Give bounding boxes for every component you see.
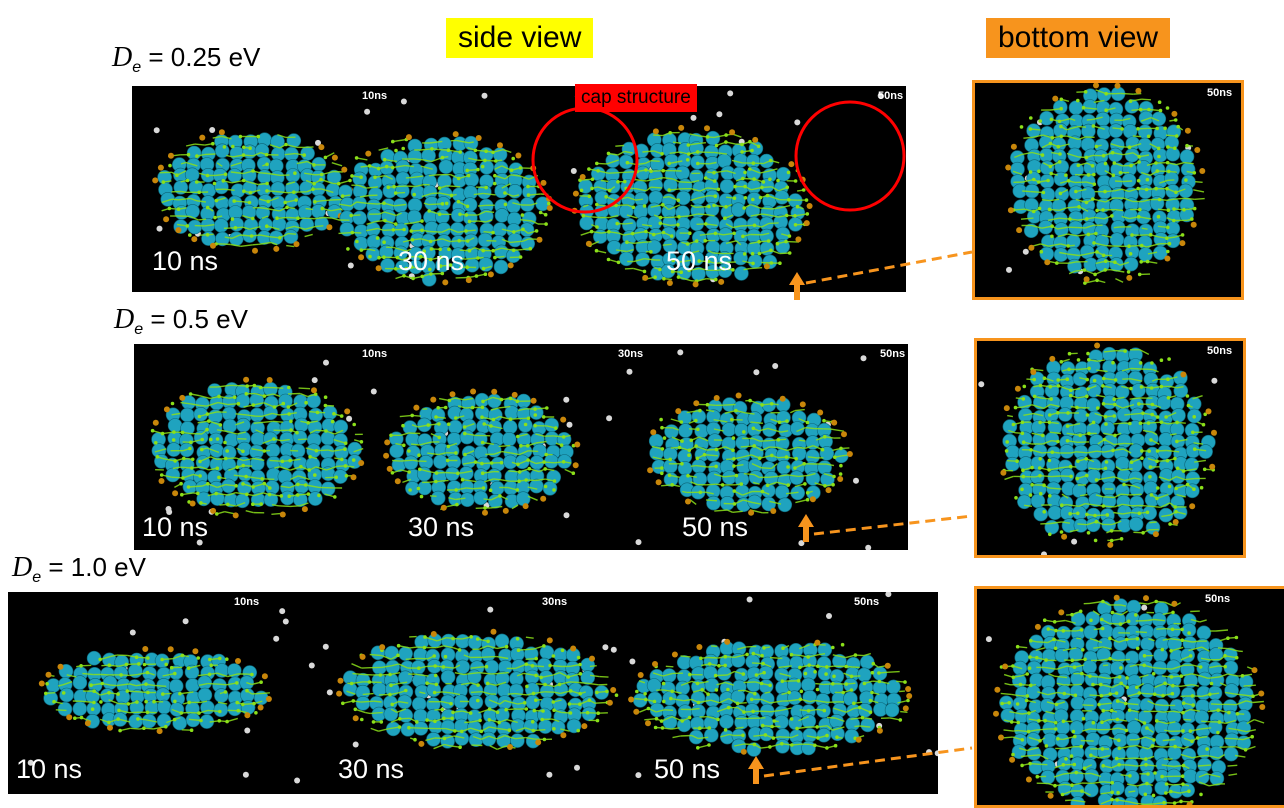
de-value: = 1.0 eV: [41, 552, 146, 582]
de-symbol: D: [112, 42, 132, 73]
cluster-snapshots-row1: [132, 86, 906, 292]
bottom-stamp-row3: 50ns: [1205, 593, 1230, 605]
cluster-snapshots-row2: [134, 344, 908, 550]
de-value: = 0.5 eV: [143, 304, 248, 334]
de-label-row2: De = 0.5 eV: [114, 304, 248, 339]
bottom-view-header: bottom view: [986, 18, 1170, 58]
cluster-snapshots-row3: [8, 592, 938, 794]
time-label-50ns: 50 ns: [654, 754, 720, 785]
de-subscript: e: [132, 59, 141, 76]
bottom-cluster-row1: [975, 83, 1241, 297]
stamp-10ns: 10ns: [234, 596, 259, 608]
bottom-view-panel-row3: 50ns: [974, 586, 1284, 808]
de-subscript: e: [32, 569, 41, 586]
de-label-row3: De = 1.0 eV: [12, 552, 146, 587]
bottom-cluster-row2: [977, 341, 1243, 555]
cap-structure-label: cap structure: [575, 84, 697, 112]
stamp-10ns: 10ns: [362, 348, 387, 360]
time-label-30ns: 30 ns: [408, 512, 474, 543]
side-view-header: side view: [446, 18, 593, 58]
bottom-stamp-row1: 50ns: [1207, 87, 1232, 99]
time-label-10ns: 10 ns: [152, 246, 218, 277]
de-subscript: e: [134, 321, 143, 338]
time-label-30ns: 30 ns: [338, 754, 404, 785]
side-view-panel-row2: 10ns 30ns 50ns 10 ns 30 ns 50 ns: [134, 344, 908, 550]
time-label-30ns: 30 ns: [398, 246, 464, 277]
stamp-50ns: 50ns: [880, 348, 905, 360]
stamp-10ns: 10ns: [362, 90, 387, 102]
time-label-50ns: 50 ns: [682, 512, 748, 543]
time-label-50ns: 50 ns: [666, 246, 732, 277]
bottom-cluster-row3: [977, 589, 1284, 805]
stamp-50ns: 50ns: [878, 90, 903, 102]
bottom-view-panel-row2: 50ns: [974, 338, 1246, 558]
time-label-10ns: 10 ns: [16, 754, 82, 785]
stamp-50ns: 50ns: [854, 596, 879, 608]
time-label-10ns: 10 ns: [142, 512, 208, 543]
de-value: = 0.25 eV: [141, 42, 260, 72]
bottom-stamp-row2: 50ns: [1207, 345, 1232, 357]
de-symbol: D: [12, 552, 32, 583]
de-label-row1: De = 0.25 eV: [112, 42, 260, 77]
side-view-panel-row3: 10ns 30ns 50ns 10 ns 30 ns 50 ns: [8, 592, 938, 794]
bottom-view-panel-row1: 50ns: [972, 80, 1244, 300]
de-symbol: D: [114, 304, 134, 335]
side-view-panel-row1: 10ns 50ns 10 ns 30 ns 50 ns: [132, 86, 906, 292]
stamp-30ns: 30ns: [542, 596, 567, 608]
stamp-30ns: 30ns: [618, 348, 643, 360]
